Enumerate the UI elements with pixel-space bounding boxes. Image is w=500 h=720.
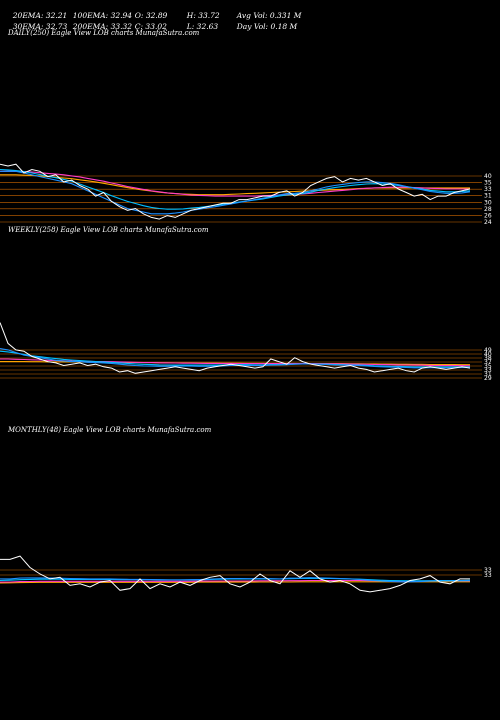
header-row-1: 20EMA: 32.21 100EMA: 32.94 O: 32.89 H: 33.7… [8, 2, 302, 20]
ema100-readout: 100EMA: 32.94 [72, 11, 133, 20]
daily-tick-label: 33 [484, 186, 492, 193]
monthly-panel-label: MONTHLY(48) Eagle View LOB charts Munafa… [8, 426, 212, 434]
close-readout: C: 33.02 [134, 22, 167, 31]
daily-ema200-line [0, 174, 470, 196]
weekly-tick-label: 49 [484, 347, 492, 354]
weekly-tick-label: 29 [484, 375, 492, 382]
daily-tick-label: 26 [484, 212, 492, 219]
monthly-tick-label: 33 [484, 567, 492, 574]
low-readout: L: 32.63 [186, 22, 219, 31]
daily-tick-label: 24 [484, 219, 492, 226]
monthly-tick-label: 33 [484, 572, 492, 579]
daily-tick-label: 40 [484, 173, 492, 180]
daily-ema20-line [0, 170, 471, 215]
avg-vol-readout: Avg Vol: 0.331 M [236, 11, 302, 20]
weekly-ema20-line [0, 348, 470, 369]
daily-panel-label: DAILY(250) Eagle View LOB charts MunafaS… [8, 29, 200, 37]
weekly-tick-label: 37 [484, 359, 492, 366]
daily-tick-label: 30 [484, 199, 492, 206]
ema30-readout: 30EMA: 32.73 [12, 22, 68, 31]
ema200-readout: 200EMA: 33.32 [72, 22, 133, 31]
daily-tick-label: 35 [484, 180, 492, 187]
daily-price-line [0, 163, 471, 220]
monthly-price-line [0, 555, 470, 593]
high-readout: H: 33.72 [186, 11, 220, 20]
weekly-tick-label: 31 [484, 371, 492, 378]
ema20-readout: 20EMA: 32.21 [12, 11, 68, 20]
day-vol-readout: Day Vol: 0.18 M [236, 22, 298, 31]
weekly-tick-label: 35 [484, 363, 492, 370]
daily-tick-label: 28 [484, 206, 492, 213]
open-readout: O: 32.89 [134, 11, 168, 20]
daily-tick-label: 31 [484, 193, 492, 200]
header-row-2: 30EMA: 32.73 200EMA: 33.32 C: 33.02 L: 32.6… [8, 13, 297, 31]
daily-ema100-line [0, 170, 470, 197]
weekly-tick-label: 38 [484, 355, 492, 362]
weekly-panel-label: WEEKLY(258) Eagle View LOB charts Munafa… [8, 226, 209, 234]
weekly-tick-label: 40 [484, 351, 492, 358]
weekly-price-line [0, 322, 471, 374]
weekly-tick-label: 33 [484, 367, 492, 374]
monthly-ema20-line [0, 577, 471, 583]
